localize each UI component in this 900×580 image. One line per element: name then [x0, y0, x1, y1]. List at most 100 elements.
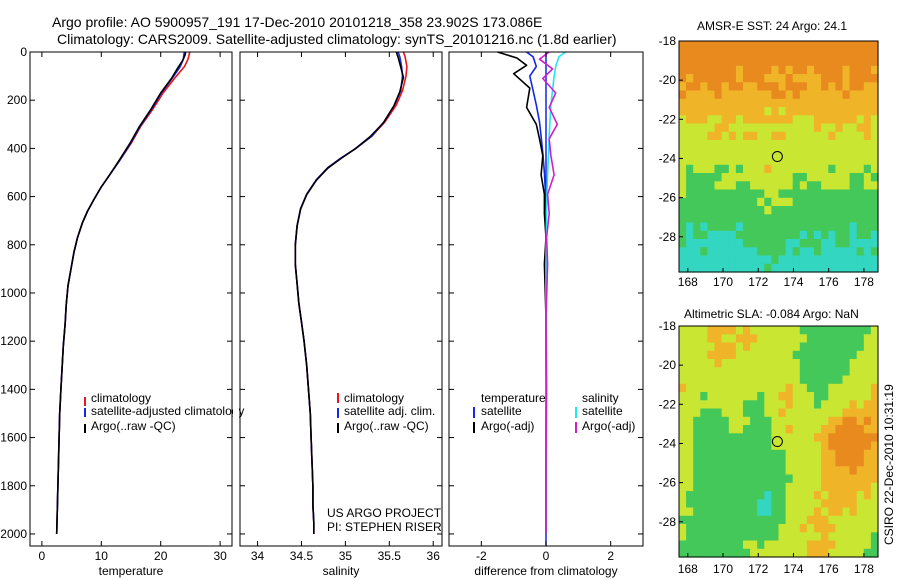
map-cell [743, 181, 751, 191]
map-cell [757, 98, 765, 108]
map-cell [728, 230, 737, 240]
map-cell [835, 548, 844, 558]
map-cell [679, 416, 687, 426]
map-cell [792, 222, 801, 232]
map-cell [778, 491, 787, 500]
map-cell [771, 214, 780, 224]
map-cell [721, 49, 730, 59]
map-cell [743, 515, 751, 525]
map-cell [835, 173, 844, 182]
map-cell [764, 491, 772, 500]
map-cell [714, 82, 723, 92]
map-cell [714, 123, 723, 133]
map-cell [686, 57, 694, 67]
map-cell [735, 367, 744, 377]
map-cell [693, 524, 701, 533]
map-cell [700, 173, 708, 182]
map-cell [714, 90, 723, 100]
map-cell [721, 98, 730, 108]
map-cell [778, 375, 787, 385]
map-cell [799, 524, 808, 533]
map-cell [735, 524, 744, 533]
map-cell [735, 342, 744, 352]
map-cell [728, 474, 737, 484]
map-cell [743, 400, 751, 410]
map-cell [714, 392, 723, 401]
map-cell [735, 433, 744, 443]
map-cell [814, 342, 822, 352]
map-cell [735, 540, 744, 550]
map-cell [814, 247, 822, 257]
map-cell [728, 41, 737, 50]
x-tick-label: 34.5 [290, 549, 314, 563]
map-cell [863, 499, 872, 509]
map-cell [821, 383, 829, 393]
map-cell [714, 181, 723, 191]
map-cell [771, 57, 780, 67]
map-cell [750, 214, 758, 224]
map-cell [707, 400, 716, 410]
map-cell [764, 189, 772, 199]
map-cell [849, 197, 858, 207]
map-cell [757, 524, 765, 533]
map-cell [821, 507, 829, 517]
map-cell [842, 441, 851, 451]
map-cell [693, 548, 701, 558]
map-cell [714, 524, 723, 533]
map-cell [757, 156, 765, 166]
map-cell [686, 230, 694, 240]
map-cell [806, 482, 815, 492]
map-cell [693, 49, 701, 59]
map-cell [764, 197, 772, 207]
map-cell [870, 206, 879, 215]
map-cell [735, 255, 744, 265]
map-cell [714, 115, 723, 125]
map-cell [757, 74, 765, 83]
map-cell [778, 367, 787, 377]
x-tick-label: 172 [748, 275, 768, 289]
map-cell [799, 326, 808, 335]
map-cell [714, 107, 723, 116]
map-cell [856, 189, 865, 199]
map-cell [686, 491, 694, 500]
map-cell [806, 74, 815, 83]
map-cell [728, 458, 737, 467]
map-cell [806, 90, 815, 100]
legend-overflow-mask [233, 400, 239, 422]
map-cell [679, 173, 687, 182]
map-cell [849, 140, 858, 149]
map-cell [785, 230, 794, 240]
map-cell [863, 359, 872, 368]
map-cell [735, 107, 744, 116]
map-cell [842, 222, 851, 232]
map-cell [721, 107, 730, 116]
map-cell [693, 148, 701, 158]
map-cell [750, 173, 758, 182]
map-cell [686, 507, 694, 517]
map-cell [728, 140, 737, 149]
map-cell [821, 342, 829, 352]
map-cell [700, 181, 708, 191]
map-cell [870, 392, 879, 401]
map-cell [870, 90, 879, 100]
map-cell [693, 197, 701, 207]
map-cell [828, 449, 836, 459]
map-cell [771, 334, 780, 344]
map-cell [743, 49, 751, 59]
map-cell [778, 115, 787, 125]
map-cell [750, 367, 758, 377]
map-cell [707, 123, 716, 133]
map-cell [778, 189, 787, 199]
map-cell [835, 189, 844, 199]
map-cell [771, 433, 780, 443]
map-cell [693, 449, 701, 459]
map-cell [700, 400, 708, 410]
map-cell [835, 107, 844, 116]
map-cell [693, 466, 701, 476]
map-cell [842, 425, 851, 434]
map-cell [792, 482, 801, 492]
map-cell [679, 181, 687, 191]
map-cell [750, 206, 758, 215]
map-cell [764, 140, 772, 149]
map-cell [799, 222, 808, 232]
